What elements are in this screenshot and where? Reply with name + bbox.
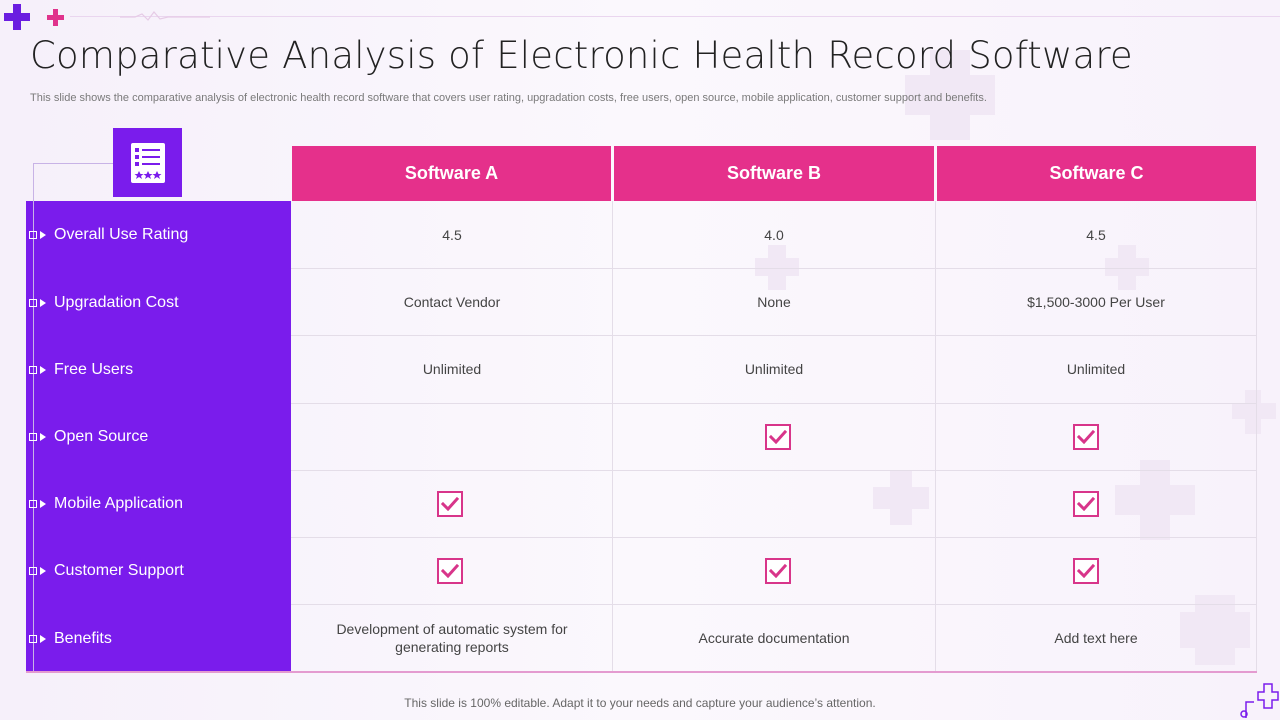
row-label-sidebar [26, 201, 291, 672]
table-cell: Development of automatic system for gene… [292, 604, 612, 671]
arrow-right-icon [40, 299, 46, 307]
checkmark-icon [765, 557, 791, 584]
table-cell [292, 403, 612, 470]
plus-icon [47, 9, 64, 26]
page-subtitle: This slide shows the comparative analysi… [30, 92, 987, 104]
row-label-text: Customer Support [54, 562, 184, 579]
checkmark-icon [1073, 557, 1099, 584]
bullet-icon [29, 567, 37, 575]
bullet-icon [29, 500, 37, 508]
row-label-text: Mobile Application [54, 495, 183, 512]
cell-text: 4.5 [1086, 226, 1106, 243]
table-cell [936, 403, 1256, 470]
plus-icon [4, 4, 30, 30]
arrow-right-icon [40, 500, 46, 508]
cell-text: 4.0 [764, 226, 784, 243]
stethoscope-icon [1240, 683, 1279, 718]
cell-text: Development of automatic system for gene… [336, 620, 568, 655]
cell-text: Unlimited [1066, 361, 1126, 377]
bullet-icon [29, 299, 37, 307]
table-cell [613, 403, 935, 470]
table-cell: $1,500-3000 Per User [936, 268, 1256, 335]
arrow-right-icon [40, 231, 46, 239]
table-cell [292, 470, 612, 537]
arrow-right-icon [40, 567, 46, 575]
table-cell [613, 470, 935, 537]
table-cell: None [613, 268, 935, 335]
cell-text: Add text here [1054, 629, 1138, 646]
table-cell: Accurate documentation [613, 604, 935, 671]
checkmark-icon [437, 557, 463, 584]
column-header-software-c: Software C [937, 146, 1256, 201]
row-label-text: Overall Use Rating [54, 226, 189, 243]
arrow-right-icon [40, 635, 46, 643]
connector-line [33, 163, 34, 672]
grid-line [291, 335, 1257, 336]
table-cell [936, 470, 1256, 537]
row-label: Overall Use Rating [26, 225, 188, 245]
connector-line [33, 163, 113, 164]
cell-text: Unlimited [744, 361, 804, 377]
table-cell: 4.0 [613, 201, 935, 268]
table-bottom-border [26, 671, 1257, 673]
grid-line [612, 201, 613, 672]
cell-text: 4.5 [442, 226, 462, 243]
arrow-right-icon [40, 366, 46, 374]
checkmark-icon [765, 423, 791, 450]
cell-text: $1,500-3000 Per User [1027, 293, 1165, 310]
checkmark-icon [1073, 423, 1099, 450]
bullet-icon [29, 231, 37, 239]
checklist-icon [130, 142, 165, 183]
row-label: Benefits [26, 629, 112, 649]
bullet-icon [29, 635, 37, 643]
table-cell [936, 537, 1256, 604]
grid-line [291, 268, 1257, 269]
row-label-text: Benefits [54, 630, 112, 647]
arrow-right-icon [40, 433, 46, 441]
header-divider [70, 16, 1280, 17]
row-label-text: Free Users [54, 361, 134, 378]
footer-note: This slide is 100% editable. Adapt it to… [404, 696, 876, 710]
checklist-icon-box [113, 128, 182, 197]
table-cell: Unlimited [936, 335, 1256, 403]
cell-text: Accurate documentation [698, 629, 850, 646]
row-label-text: Open Source [54, 428, 149, 445]
table-cell: Unlimited [613, 335, 935, 403]
cell-text: Unlimited [422, 361, 482, 377]
bullet-icon [29, 366, 37, 374]
grid-line [935, 201, 936, 672]
bullet-icon [29, 433, 37, 441]
checkmark-icon [1073, 490, 1099, 517]
grid-line [1256, 201, 1257, 672]
column-header-software-a: Software A [292, 146, 611, 201]
heartbeat-line [120, 11, 210, 21]
table-cell: Add text here [936, 604, 1256, 671]
row-label-text: Upgradation Cost [54, 294, 179, 311]
table-cell: 4.5 [292, 201, 612, 268]
row-label: Customer Support [26, 561, 184, 581]
row-label: Free Users [26, 360, 133, 380]
table-cell [613, 537, 935, 604]
table-cell: Unlimited [292, 335, 612, 403]
row-label: Open Source [26, 427, 148, 447]
page-title: Comparative Analysis of Electronic Healt… [30, 34, 1133, 77]
grid-line [291, 604, 1257, 605]
cell-text: Contact Vendor [403, 293, 501, 310]
table-cell: 4.5 [936, 201, 1256, 268]
grid-line [291, 537, 1257, 538]
checkmark-icon [437, 490, 463, 517]
row-label: Mobile Application [26, 494, 183, 514]
table-cell: Contact Vendor [292, 268, 612, 335]
table-cell [292, 537, 612, 604]
grid-line [291, 403, 1257, 404]
row-label: Upgradation Cost [26, 293, 179, 313]
grid-line [291, 470, 1257, 471]
column-header-software-b: Software B [614, 146, 934, 201]
cell-text: None [757, 293, 791, 310]
